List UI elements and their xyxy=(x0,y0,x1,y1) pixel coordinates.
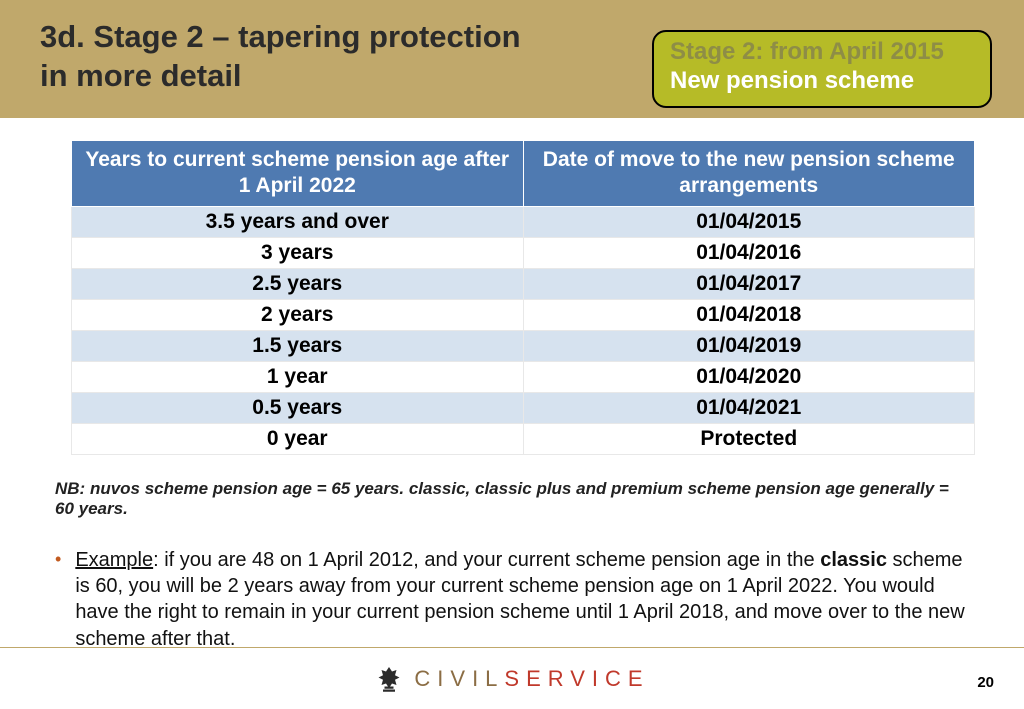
example-block: • Example: if you are 48 on 1 April 2012… xyxy=(55,547,969,653)
table-row: 1 year01/04/2020 xyxy=(72,361,975,392)
page-title: 3d. Stage 2 – tapering protection in mor… xyxy=(40,18,600,96)
table-header-date: Date of move to the new pension scheme a… xyxy=(523,141,975,207)
crest-icon xyxy=(374,664,404,694)
example-part-1: : if you are 48 on 1 April 2012, and you… xyxy=(153,549,820,571)
cell-date: 01/04/2020 xyxy=(523,361,975,392)
cell-years: 2 years xyxy=(72,299,524,330)
table-row: 2.5 years01/04/2017 xyxy=(72,268,975,299)
cell-years: 1 year xyxy=(72,361,524,392)
cell-years: 0 year xyxy=(72,423,524,454)
tapering-table: Years to current scheme pension age afte… xyxy=(71,140,975,455)
cell-date: 01/04/2018 xyxy=(523,299,975,330)
stage-badge: Stage 2: from April 2015 New pension sch… xyxy=(652,30,992,108)
cell-date: 01/04/2021 xyxy=(523,392,975,423)
cell-years: 3.5 years and over xyxy=(72,206,524,237)
table-row: 3 years01/04/2016 xyxy=(72,237,975,268)
cell-years: 2.5 years xyxy=(72,268,524,299)
stage-badge-line-2: New pension scheme xyxy=(670,67,974,96)
cell-years: 3 years xyxy=(72,237,524,268)
table-row: 1.5 years01/04/2019 xyxy=(72,330,975,361)
brand-text: CIVILSERVICE xyxy=(414,666,649,692)
table-row: 3.5 years and over01/04/2015 xyxy=(72,206,975,237)
content-area: Years to current scheme pension age afte… xyxy=(0,118,1024,652)
cell-date: Protected xyxy=(523,423,975,454)
note-text: NB: nuvos scheme pension age = 65 years.… xyxy=(55,479,969,519)
brand-logo: CIVILSERVICE xyxy=(374,664,649,694)
cell-date: 01/04/2016 xyxy=(523,237,975,268)
table-row: 0 yearProtected xyxy=(72,423,975,454)
title-line-2: in more detail xyxy=(40,58,242,93)
page-number: 20 xyxy=(977,674,994,691)
example-text: Example: if you are 48 on 1 April 2012, … xyxy=(75,547,969,653)
cell-date: 01/04/2019 xyxy=(523,330,975,361)
cell-date: 01/04/2015 xyxy=(523,206,975,237)
cell-date: 01/04/2017 xyxy=(523,268,975,299)
example-bold: classic xyxy=(820,549,887,571)
footer: CIVILSERVICE 20 xyxy=(0,647,1024,709)
header-band: 3d. Stage 2 – tapering protection in mor… xyxy=(0,0,1024,118)
example-label: Example xyxy=(75,549,153,571)
cell-years: 0.5 years xyxy=(72,392,524,423)
table-header-years: Years to current scheme pension age afte… xyxy=(72,141,524,207)
table-row: 0.5 years01/04/2021 xyxy=(72,392,975,423)
stage-badge-line-1: Stage 2: from April 2015 xyxy=(670,38,974,67)
bullet-icon: • xyxy=(55,549,61,570)
brand-text-2: SERVICE xyxy=(504,666,649,691)
cell-years: 1.5 years xyxy=(72,330,524,361)
title-line-1: 3d. Stage 2 – tapering protection xyxy=(40,19,521,54)
table-row: 2 years01/04/2018 xyxy=(72,299,975,330)
brand-text-1: CIVIL xyxy=(414,666,504,691)
